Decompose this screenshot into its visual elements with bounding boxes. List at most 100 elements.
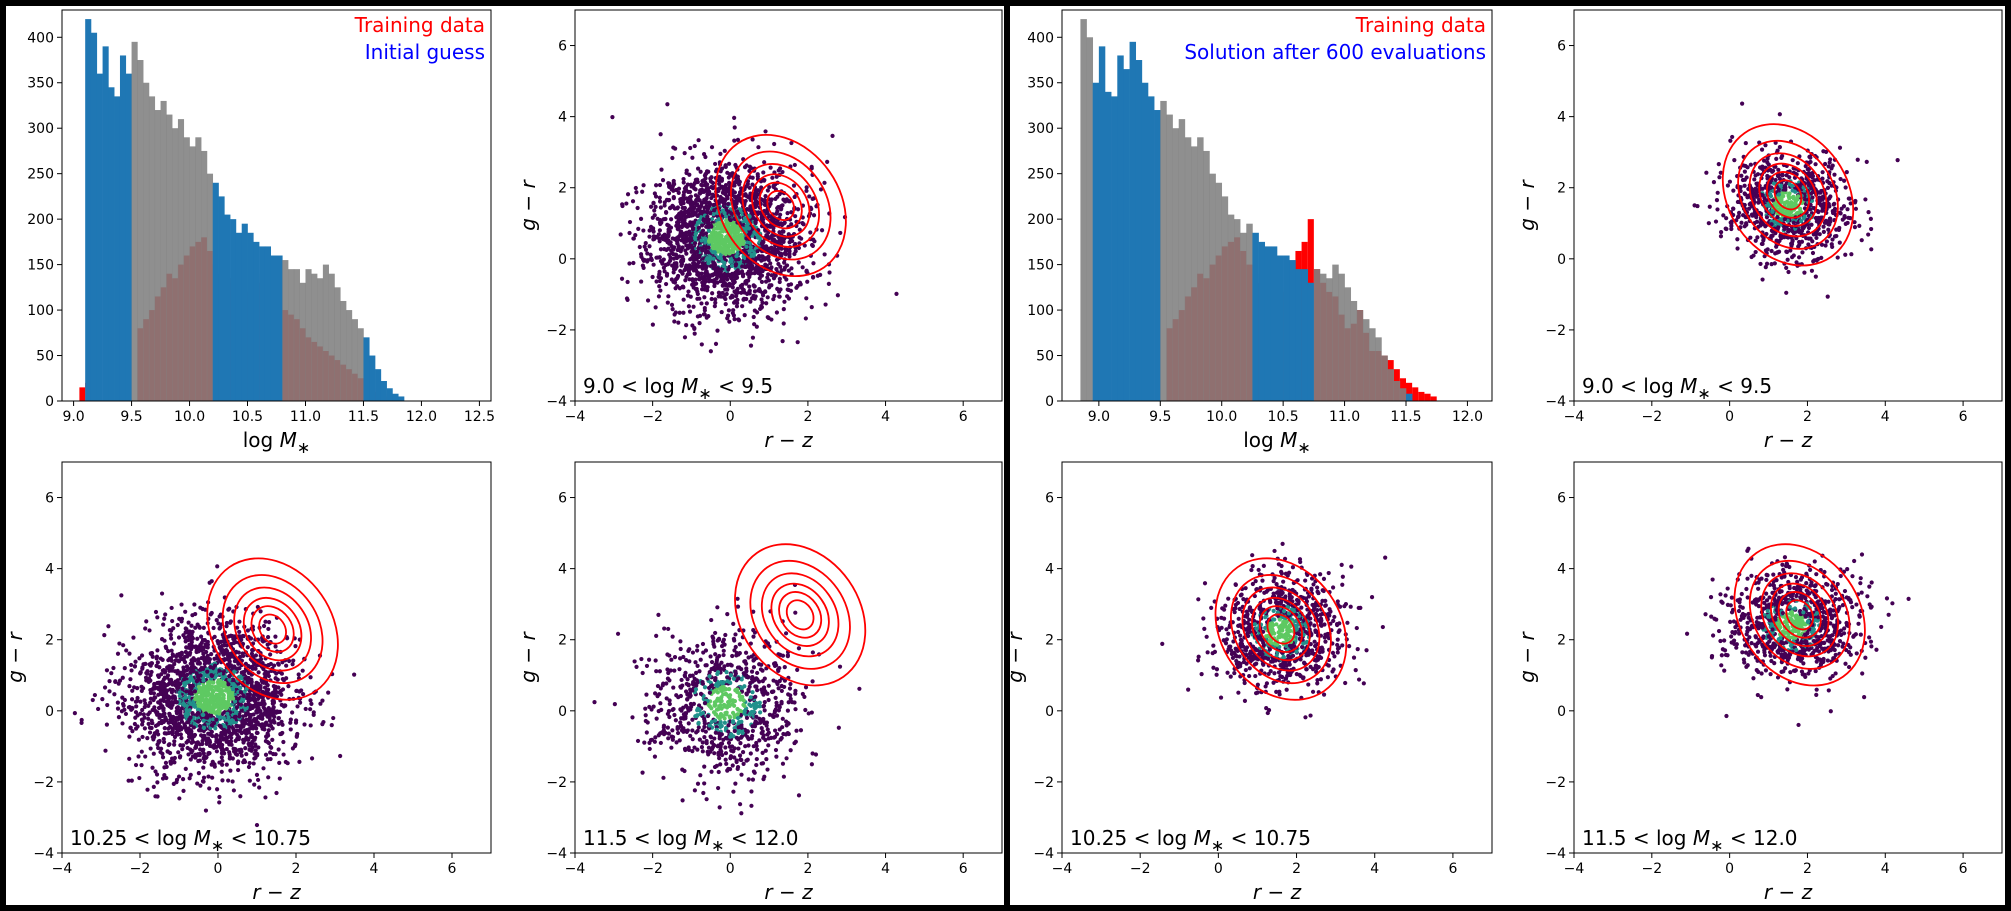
scatter-point: [196, 684, 201, 689]
scatter-point: [789, 140, 794, 146]
annot-M: M: [194, 826, 211, 850]
scatter-point: [137, 775, 142, 781]
scatter-point: [636, 226, 641, 231]
scatter-point: [749, 252, 754, 257]
scatter-point: [193, 611, 198, 617]
scatter-point: [174, 700, 179, 705]
scatter-point: [679, 263, 684, 268]
kde-contour: [766, 190, 796, 221]
y-tick-label: 2: [558, 181, 567, 197]
scatter-point: [689, 243, 694, 248]
scatter-point: [701, 152, 707, 157]
scatter-point: [227, 724, 232, 730]
scatter-point: [633, 185, 638, 191]
scatter-point: [795, 667, 800, 672]
scatter-point: [818, 187, 824, 192]
scatter-point: [250, 726, 256, 731]
scatter-point: [141, 712, 146, 717]
scatter-point: [723, 234, 729, 240]
scatter-point: [156, 692, 161, 697]
scatter-point: [213, 726, 218, 731]
scatter-point: [729, 263, 735, 268]
scatter-point: [688, 235, 693, 240]
scatter-point: [765, 188, 770, 193]
scatter-point: [661, 265, 666, 270]
scatter-point: [338, 753, 343, 759]
scatter-point: [780, 169, 785, 175]
scatter-point: [231, 788, 236, 793]
scatter-point: [641, 183, 646, 188]
scatter-point: [216, 686, 221, 691]
scatter-point: [268, 661, 273, 667]
scatter-point: [151, 751, 156, 756]
scatter-point: [754, 265, 759, 270]
scatter-point: [192, 721, 197, 726]
model-bar-blue: [253, 241, 260, 401]
scatter-point: [634, 664, 639, 669]
scatter-point: [651, 201, 656, 206]
scatter-point: [704, 257, 709, 262]
scatter-point: [712, 277, 717, 283]
scatter-point: [205, 645, 210, 650]
scatter-point: [804, 185, 809, 190]
scatter-point: [711, 256, 716, 261]
scatter-point: [308, 675, 313, 680]
scatter-point: [725, 316, 730, 321]
scatter-point: [196, 758, 201, 764]
scatter-point: [109, 671, 114, 676]
x-tick-label: 12.0: [406, 409, 437, 425]
scatter-point: [262, 710, 267, 715]
scatter-point: [781, 321, 786, 326]
scatter-point: [777, 279, 782, 285]
scatter-point: [753, 220, 758, 225]
scatter-point: [794, 728, 799, 733]
scatter-point: [767, 184, 772, 190]
scatter-point: [184, 664, 190, 669]
model-bar-gray: [154, 110, 161, 401]
scatter-point: [287, 658, 292, 664]
scatter-point: [669, 217, 674, 222]
scatter-point: [808, 230, 813, 235]
y-tick-label: 300: [27, 121, 54, 137]
scatter-point: [678, 214, 683, 219]
histogram-plot: 9.0 9.5 10.0 10.5 11.0 11.5 12.0 12.50501001502…: [27, 9, 495, 457]
scatter-point: [683, 278, 688, 283]
scatter-point: [758, 710, 763, 715]
scatter-point: [653, 204, 658, 209]
scatter-point: [171, 714, 176, 719]
scatter-point: [195, 636, 200, 641]
scatter-point: [779, 699, 784, 705]
model-bar-blue: [114, 96, 121, 401]
scatter-point: [671, 145, 676, 150]
scatter-point: [759, 185, 764, 190]
scatter-point: [690, 717, 695, 722]
scatter-point: [712, 271, 717, 277]
scatter-point: [627, 230, 632, 236]
scatter-point: [774, 257, 780, 262]
scatter-point: [189, 729, 194, 734]
scatter-point: [252, 756, 257, 761]
scatter-point: [179, 706, 184, 711]
scatter-point: [670, 634, 675, 639]
scatter-point: [290, 662, 295, 667]
scatter-point: [690, 155, 695, 160]
scatter-point: [748, 245, 753, 250]
scatter-point: [155, 729, 160, 734]
y-tick-label: 4: [45, 562, 54, 578]
y-axis-label: g − r: [516, 179, 540, 231]
scatter-point: [715, 328, 720, 333]
scatter-point: [716, 294, 721, 299]
y-tick-label: 0: [558, 252, 567, 268]
scatter-point: [792, 194, 797, 200]
scatter-point: [704, 169, 710, 174]
scatter-point: [680, 235, 686, 241]
scatter-point: [775, 206, 780, 211]
scatter-point: [741, 248, 747, 253]
scatter-point: [777, 192, 782, 197]
scatter-point: [739, 269, 745, 274]
scatter-point: [149, 651, 154, 656]
scatter-point: [192, 689, 198, 694]
scatter-point: [673, 718, 678, 723]
x-tick-label: 4: [370, 861, 379, 877]
